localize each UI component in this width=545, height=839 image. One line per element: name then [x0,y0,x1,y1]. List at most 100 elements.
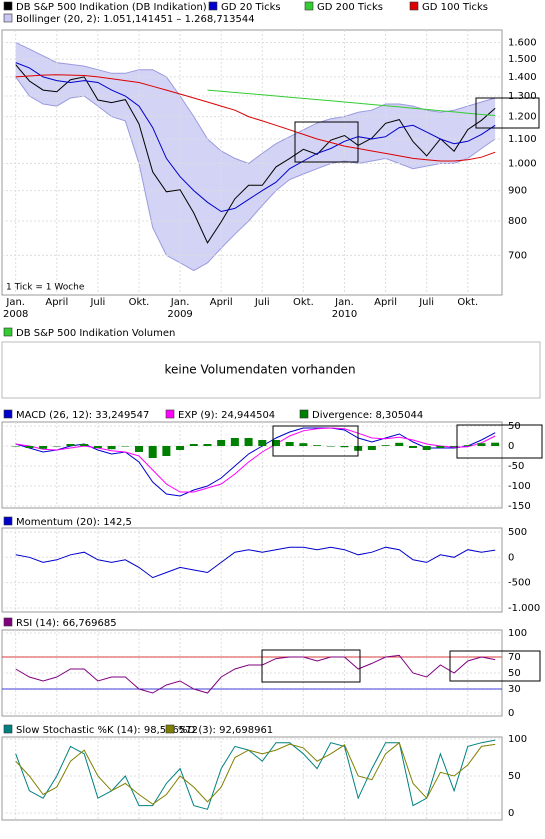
y-tick-label: 1.400 [508,72,537,83]
y-tick-label: 50 [508,421,521,432]
y-tick-label: -500 [508,578,531,589]
legend-swatch [304,1,314,11]
divergence-bar [491,442,500,446]
divergence-bar [162,446,171,456]
x-tick-label: April [45,297,68,308]
divergence-bar [25,446,34,448]
divergence-bar [450,446,459,447]
legend-label: RSI (14): 66,769685 [16,618,117,629]
divergence-bar [80,444,89,446]
x-tick-label: Okt. [129,297,150,308]
y-tick-label: 1.300 [508,91,537,102]
y-tick-label: 0 [508,708,514,719]
divergence-bar [11,446,20,447]
series-line [15,74,496,162]
divergence-bar [93,446,102,448]
divergence-bar [271,440,280,446]
highlight-box [475,97,540,129]
highlight-box [449,650,541,682]
divergence-bar [52,446,61,447]
divergence-bar [340,446,349,448]
series-line [15,64,496,244]
divergence-bar [121,446,130,447]
legend-label: EXP (9): 24,944504 [178,410,275,421]
highlight-box [294,121,359,163]
series-line [15,741,496,805]
legend-swatch [208,1,218,11]
y-tick-label: -50 [508,461,524,472]
legend-label: GD 200 Ticks [317,2,383,13]
divergence-bar [258,440,267,446]
highlight-box [261,649,361,683]
legend-label: %D (3): 92,698961 [178,725,273,736]
divergence-bar [436,446,445,448]
legend-swatch [3,409,13,419]
x-year-label: 2008 [3,309,28,320]
divergence-bar [463,445,472,446]
x-tick-label: Juli [254,297,270,308]
y-tick-label: 1.000 [508,159,537,170]
legend-label: Momentum (20): 142,5 [16,517,132,528]
legend-swatch [3,724,13,734]
series-line [15,427,496,497]
y-tick-label: 800 [508,216,527,227]
divergence-bar [134,446,143,452]
y-tick-label: 1.600 [508,38,537,49]
legend-swatch [409,1,419,11]
divergence-bar [244,438,253,446]
legend-swatch [165,724,175,734]
legend-label: GD 20 Ticks [221,2,281,13]
legend-swatch [3,617,13,627]
divergence-bar [367,446,376,450]
divergence-bar [477,443,486,446]
y-tick-label: -1.000 [508,603,540,614]
divergence-bar [217,440,226,446]
x-tick-label: Jan. [5,297,25,308]
divergence-bar [148,446,157,458]
divergence-bar [203,444,212,446]
x-tick-label: Okt. [293,297,314,308]
band-edge [15,42,496,165]
band-edge [15,76,496,272]
x-tick-label: Okt. [457,297,478,308]
legend-label: DB S&P 500 Indikation (DB Indikation) [16,2,207,13]
y-tick-label: -100 [508,481,531,492]
legend-swatch [165,409,175,419]
y-tick-label: 500 [508,527,527,538]
highlight-box [272,425,359,457]
legend-swatch [299,409,309,419]
y-tick-label: 1.200 [508,112,537,123]
empty-message: keine Volumendaten vorhanden [164,363,355,377]
series-line [15,62,496,213]
highlight-box [456,424,543,459]
series-line [207,89,496,116]
divergence-bar [326,446,335,447]
panel-frame [1,341,541,399]
divergence-bar [408,446,417,448]
divergence-bar [313,445,322,446]
divergence-bar [395,442,404,446]
y-tick-label: 0 [508,552,514,563]
y-tick-label: 100 [508,628,527,639]
divergence-bar [381,445,390,446]
divergence-bar [299,443,308,446]
legend-swatch [3,1,13,11]
divergence-bar [422,446,431,450]
series-line [15,546,496,579]
divergence-bar [189,444,198,446]
layers: DB S&P 500 Indikation (DB Indikation) GD … [1,1,541,821]
legend-swatch [3,516,13,526]
y-tick-label: 1.500 [508,54,537,65]
series-line [15,739,496,810]
x-tick-label: Jan. [170,297,190,308]
divergence-bar [230,438,239,446]
legend-label: GD 100 Ticks [422,2,488,13]
divergence-bar [66,444,75,446]
annotation: 1 Tick = 1 Woche [6,283,85,293]
band-area [15,42,496,271]
divergence-bar [39,446,48,449]
plot-area [1,421,503,509]
legend-label: DB S&P 500 Indikation Volumen [16,328,175,339]
x-tick-label: April [374,297,397,308]
